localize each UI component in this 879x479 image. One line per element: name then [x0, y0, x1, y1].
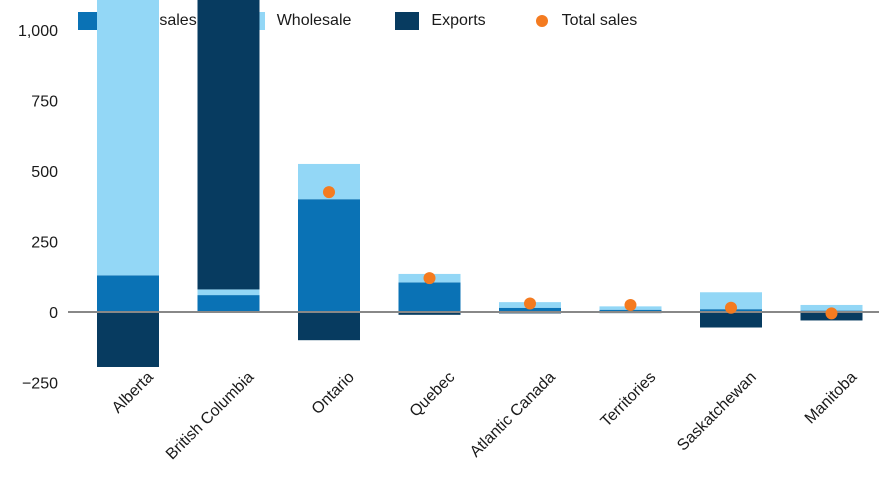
y-tick-label: 750: [31, 94, 58, 111]
y-tick-label: 0: [49, 305, 58, 322]
x-category-label: Manitoba: [802, 369, 861, 428]
bar-exports: [197, 0, 260, 290]
total-sales-marker: [524, 297, 536, 310]
x-category-label: Atlantic Canada: [467, 369, 559, 461]
bar-wholesale: [700, 292, 762, 310]
bar-retail-sales: [499, 307, 561, 312]
legend-label-total-sales: Total sales: [561, 12, 638, 29]
bar-wholesale: [197, 289, 260, 296]
bar-retail-sales: [298, 199, 360, 312]
legend-item-total-sales: Total sales: [530, 12, 638, 30]
total-sales-marker: [624, 298, 637, 311]
x-category-label: British Columbia: [163, 369, 257, 463]
legend-item-exports: Exports: [395, 12, 486, 30]
legend-swatch-exports: [395, 12, 420, 30]
total-sales-marker: [323, 186, 335, 199]
bar-exports: [298, 312, 360, 341]
bar-exports: [398, 312, 461, 315]
bar-wholesale: [97, 0, 159, 276]
y-tick-label: 1,000: [18, 23, 58, 40]
bar-exports: [97, 312, 159, 367]
x-category-label: Alberta: [109, 369, 157, 417]
bar-retail-sales: [97, 275, 159, 312]
bar-exports: [700, 312, 762, 328]
y-tick-label: 250: [31, 235, 58, 252]
legend-swatch-retail-sales: [78, 12, 102, 30]
y-tick-label: −250: [22, 376, 58, 393]
total-sales-marker: [423, 272, 436, 285]
x-category-label: Quebec: [407, 369, 459, 421]
legend-dot-total-sales: [535, 15, 548, 27]
total-sales-marker: [825, 307, 838, 320]
x-category-label: Saskatchewan: [674, 369, 760, 455]
x-category-label: Territories: [598, 369, 660, 431]
x-category-label: Ontario: [309, 369, 358, 418]
bar-retail-sales: [398, 282, 461, 312]
total-sales-marker: [725, 301, 737, 314]
legend-label-exports: Exports: [431, 12, 486, 29]
bar-retail-sales: [197, 295, 260, 312]
legend-label-wholesale: Wholesale: [276, 12, 352, 29]
y-tick-label: 500: [31, 164, 58, 181]
